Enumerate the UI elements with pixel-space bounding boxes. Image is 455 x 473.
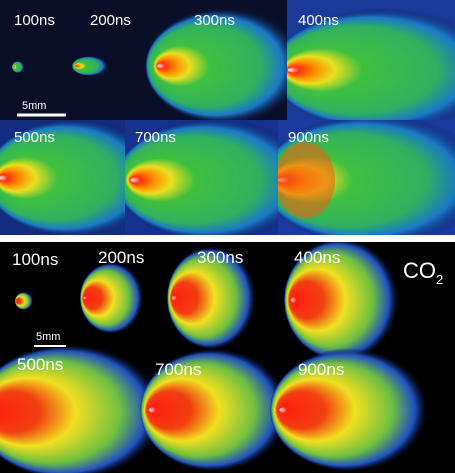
scale-bar-label: 5mm [22,100,46,112]
gas-formula: CO [403,258,436,283]
frame-label: 400ns [298,12,339,29]
frame-label: 100ns [14,12,55,29]
plume-core [275,142,335,218]
plume [80,262,144,334]
frame-label: 500ns [17,355,63,374]
frame-label: 700ns [135,129,176,146]
frame-label: 300ns [197,248,243,267]
page: 100ns 200ns 300ns 400ns 500ns 700ns 900n… [0,0,455,473]
figure: 100ns 200ns 300ns 400ns 500ns 700ns 900n… [0,0,455,473]
plume [72,56,108,76]
plume [12,61,24,73]
plume [15,292,33,310]
frame-label: 700ns [155,360,201,379]
frame-label: 900ns [298,360,344,379]
frame-label: 300ns [194,12,235,29]
frame-label: 200ns [98,248,144,267]
gas-subscript: 2 [436,272,443,287]
scale-bar-label: 5mm [36,331,60,343]
plume [270,348,430,472]
frame-label: 500ns [14,129,55,146]
frame-label: 100ns [12,250,58,269]
frame-label: 200ns [90,12,131,29]
frame-label: 400ns [294,248,340,267]
frame-label: 900ns [288,129,329,146]
